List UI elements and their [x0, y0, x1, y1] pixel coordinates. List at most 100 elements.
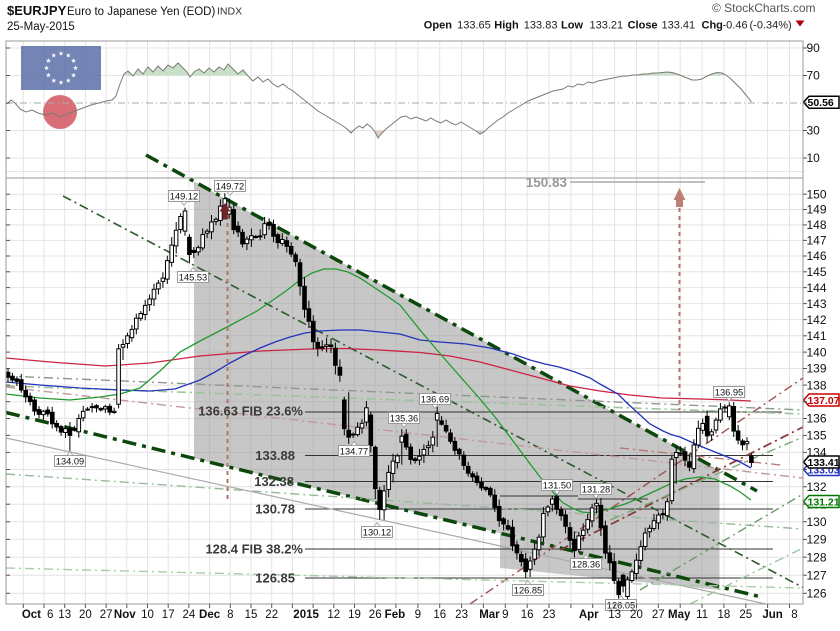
svg-text:90: 90 [807, 41, 821, 55]
svg-text:143: 143 [807, 297, 827, 311]
svg-text:127: 127 [807, 568, 827, 582]
svg-text:(-0.34%): (-0.34%) [750, 20, 792, 32]
svg-text:136.69: 136.69 [421, 394, 449, 404]
svg-text:Jun: Jun [762, 609, 782, 621]
svg-text:129: 129 [807, 533, 827, 547]
svg-text:20: 20 [79, 609, 92, 621]
svg-text:70: 70 [807, 69, 821, 83]
svg-text:27: 27 [100, 609, 113, 621]
svg-text:9: 9 [415, 609, 421, 621]
svg-text:131.50: 131.50 [543, 480, 571, 490]
svg-text:23: 23 [543, 609, 556, 621]
svg-text:148: 148 [807, 218, 827, 232]
svg-text:132: 132 [807, 480, 827, 494]
svg-text:30: 30 [807, 124, 821, 138]
svg-text:138: 138 [807, 378, 827, 392]
svg-text:27: 27 [652, 609, 665, 621]
svg-text:24: 24 [183, 609, 196, 621]
svg-text:137.07: 137.07 [808, 395, 840, 407]
svg-text:Chg: Chg [702, 20, 723, 32]
svg-text:136.95: 136.95 [715, 387, 743, 397]
svg-text:128: 128 [807, 550, 827, 564]
svg-text:149.72: 149.72 [216, 181, 244, 191]
svg-text:134.09: 134.09 [56, 456, 84, 466]
svg-text:16: 16 [521, 609, 534, 621]
svg-text:17: 17 [162, 609, 175, 621]
svg-text:133.88: 133.88 [255, 448, 295, 463]
svg-text:130: 130 [807, 515, 827, 529]
svg-text:12: 12 [327, 609, 340, 621]
svg-text:149.12: 149.12 [170, 191, 198, 201]
svg-text:142: 142 [807, 313, 827, 327]
svg-text:9: 9 [502, 609, 508, 621]
svg-text:25: 25 [739, 609, 752, 621]
svg-text:$EURJPY: $EURJPY [7, 3, 67, 18]
svg-text:13: 13 [58, 609, 71, 621]
svg-text:126.85: 126.85 [255, 571, 295, 586]
svg-text:144: 144 [807, 281, 827, 295]
svg-text:10: 10 [807, 151, 821, 165]
svg-text:Dec: Dec [199, 609, 221, 621]
svg-text:126.05: 126.05 [607, 600, 635, 610]
svg-text:20: 20 [630, 609, 643, 621]
svg-text:16: 16 [433, 609, 446, 621]
svg-text:139: 139 [807, 362, 827, 376]
svg-text:23: 23 [455, 609, 468, 621]
svg-text:130.78: 130.78 [255, 502, 295, 517]
svg-text:Open: Open [424, 20, 452, 32]
svg-text:147: 147 [807, 234, 827, 248]
svg-text:133.65: 133.65 [457, 20, 491, 32]
svg-text:-0.46: -0.46 [723, 20, 748, 32]
svg-text:150.83: 150.83 [526, 175, 568, 190]
svg-text:141: 141 [807, 329, 827, 343]
svg-text:134.77: 134.77 [340, 446, 368, 456]
svg-text:131.21: 131.21 [808, 496, 840, 508]
svg-text:133.41: 133.41 [808, 457, 840, 469]
svg-text:135: 135 [807, 429, 827, 443]
svg-text:Oct: Oct [22, 609, 41, 621]
svg-text:136.63 FIB 23.6%: 136.63 FIB 23.6% [198, 404, 303, 419]
svg-text:May: May [668, 609, 691, 621]
svg-text:145: 145 [807, 265, 827, 279]
svg-text:133.21: 133.21 [590, 20, 624, 32]
svg-text:10: 10 [141, 609, 154, 621]
svg-text:13: 13 [608, 609, 621, 621]
svg-text:Apr: Apr [579, 609, 599, 621]
svg-text:Close: Close [628, 20, 658, 32]
svg-text:126: 126 [807, 587, 827, 601]
svg-text:© StockCharts.com: © StockCharts.com [712, 1, 816, 15]
svg-text:Euro to Japanese Yen (EOD): Euro to Japanese Yen (EOD) [67, 6, 215, 18]
svg-text:Nov: Nov [114, 609, 136, 621]
svg-text:131.28: 131.28 [582, 484, 610, 494]
svg-text:128.36: 128.36 [572, 559, 600, 569]
svg-text:136: 136 [807, 412, 827, 426]
svg-text:140: 140 [807, 345, 827, 359]
svg-text:11: 11 [696, 609, 708, 621]
svg-text:High: High [494, 20, 519, 32]
svg-text:Feb: Feb [385, 609, 405, 621]
svg-text:15: 15 [245, 609, 258, 621]
svg-text:Low: Low [561, 20, 583, 32]
svg-text:Mar: Mar [479, 609, 500, 621]
svg-text:145.53: 145.53 [179, 272, 207, 282]
svg-text:150: 150 [807, 187, 827, 201]
svg-text:2015: 2015 [293, 609, 319, 621]
svg-text:26: 26 [369, 609, 382, 621]
svg-text:133.83: 133.83 [524, 20, 558, 32]
svg-text:149: 149 [807, 203, 827, 217]
svg-text:132.38: 132.38 [254, 474, 294, 489]
svg-text:50.56: 50.56 [808, 97, 834, 109]
svg-text:18: 18 [718, 609, 731, 621]
svg-text:22: 22 [265, 609, 278, 621]
svg-text:146: 146 [807, 249, 827, 263]
svg-text:6: 6 [47, 609, 53, 621]
svg-text:126.85: 126.85 [514, 585, 542, 595]
svg-text:8: 8 [227, 609, 233, 621]
svg-text:128.4 FIB 38.2%: 128.4 FIB 38.2% [205, 542, 303, 557]
svg-text:133.41: 133.41 [662, 20, 696, 32]
svg-text:130.12: 130.12 [363, 527, 391, 537]
svg-text:19: 19 [348, 609, 361, 621]
svg-text:135.36: 135.36 [390, 413, 418, 423]
svg-text:INDX: INDX [217, 6, 242, 18]
svg-text:25-May-2015: 25-May-2015 [7, 21, 75, 33]
